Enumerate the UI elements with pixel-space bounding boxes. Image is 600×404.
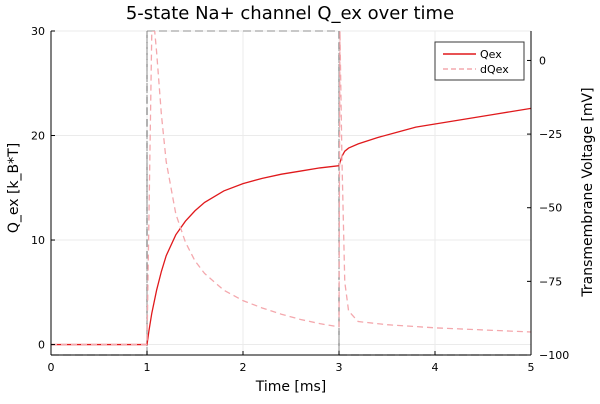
plot-frame	[50, 31, 532, 356]
series-line-qex	[51, 107, 531, 346]
y2-tick-label: 0	[539, 54, 546, 67]
x-tick-label: 1	[144, 361, 151, 374]
x-tick-label: 3	[336, 361, 343, 374]
y2-tick-label: −25	[539, 128, 562, 141]
x-tick-label: 5	[528, 361, 535, 374]
x-axis-label: Time [ms]	[255, 379, 327, 395]
ticks: 0 1 2 3 4 5 0 10 20 30 0 −25 −50 −75 −100	[31, 25, 569, 374]
y2-axis-label: Transmembrane Voltage [mV]	[580, 87, 596, 297]
series-line-dqex	[51, 31, 531, 346]
x-tick-label: 4	[432, 361, 439, 374]
legend-box	[434, 41, 525, 81]
y2-tick-label: −100	[539, 349, 569, 362]
y2-tick-label: −75	[539, 275, 562, 288]
y-axis-label: Q_ex [k_B*T]	[6, 143, 22, 233]
legend: Qex dQex	[434, 41, 525, 81]
y-tick-label: 20	[31, 130, 45, 143]
x-tick-label: 2	[240, 361, 247, 374]
legend-label-qex: Qex	[480, 48, 502, 61]
chart-title: 5-state Na+ channel Q_ex over time	[126, 3, 454, 24]
x-tick-label: 0	[48, 361, 55, 374]
legend-label-dqex: dQex	[480, 63, 509, 76]
y-tick-label: 30	[31, 25, 45, 38]
y2-tick-label: −50	[539, 202, 562, 215]
y-tick-label: 10	[31, 234, 45, 247]
y-tick-label: 0	[38, 339, 45, 352]
